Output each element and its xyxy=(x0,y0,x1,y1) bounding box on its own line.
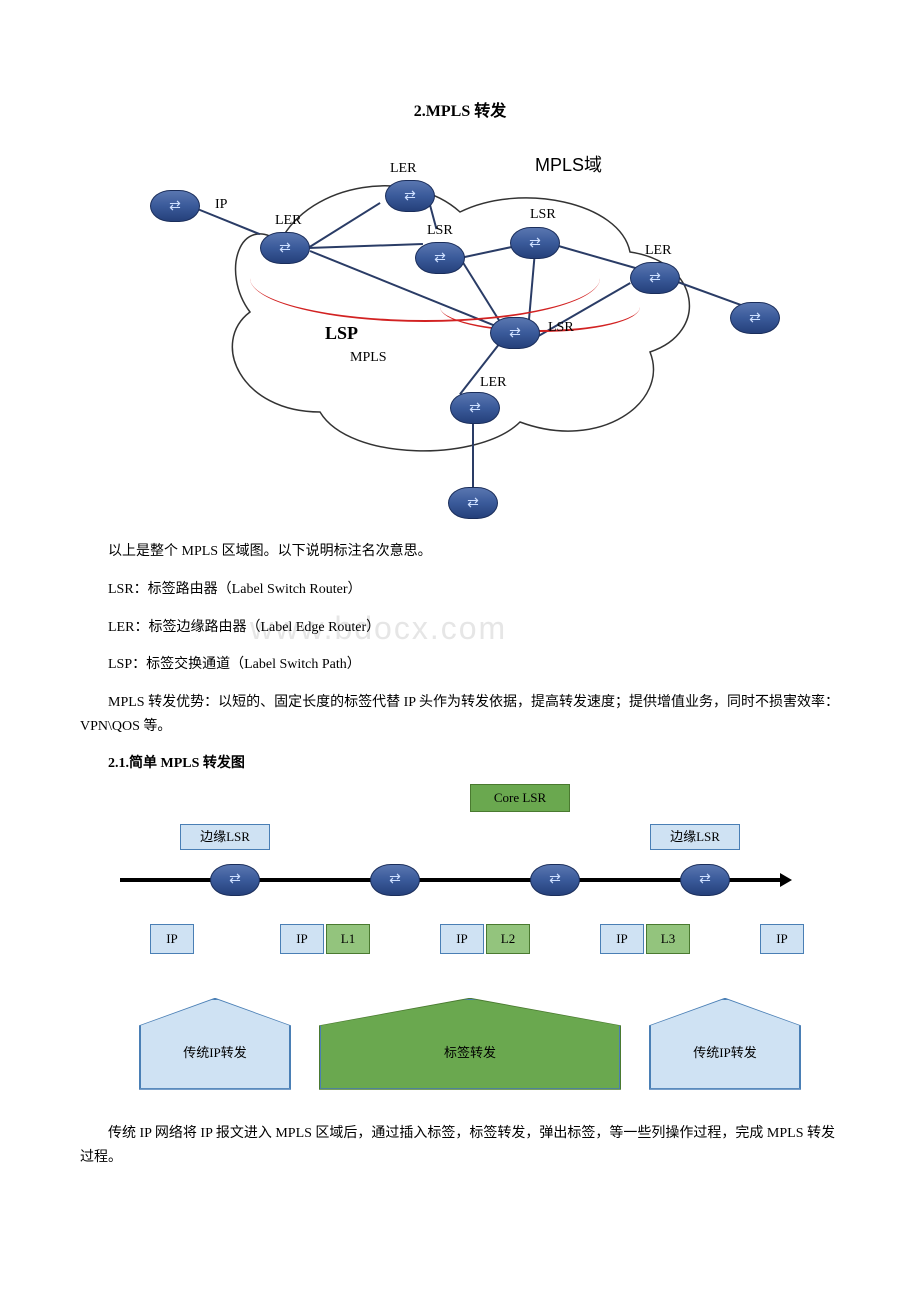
diagram-label: LSP xyxy=(325,320,358,347)
pentagon-traditional-right: 传统IP转发 xyxy=(650,999,800,1089)
label-box: L3 xyxy=(646,924,690,954)
diagram-label: MPLS xyxy=(350,347,387,368)
diagram-label: LER xyxy=(480,372,506,393)
pentagon-traditional-left: 传统IP转发 xyxy=(140,999,290,1089)
diagram-label: LER xyxy=(645,240,671,261)
label-box: L1 xyxy=(326,924,370,954)
edge-lsr-left-label: 边缘LSR xyxy=(180,824,270,850)
router-icon xyxy=(385,180,435,212)
diagram-label: LER xyxy=(275,210,301,231)
mpls-domain-diagram: IP LER LER LSR LSR LER LSR LER LSPMPLS MPLS域 xyxy=(140,142,760,522)
router-icon xyxy=(730,302,780,334)
paragraph-lsr: LSR：标签路由器（Label Switch Router） xyxy=(80,578,840,602)
ip-box: IP xyxy=(280,924,324,954)
router-icon xyxy=(260,232,310,264)
paragraph-intro: 以上是整个 MPLS 区域图。以下说明标注名次意思。 xyxy=(80,540,840,564)
edge-lsr-right-label: 边缘LSR xyxy=(650,824,740,850)
router-icon xyxy=(210,864,260,896)
router-icon xyxy=(370,864,420,896)
core-lsr-label: Core LSR xyxy=(470,784,570,812)
router-icon xyxy=(490,317,540,349)
ip-box: IP xyxy=(600,924,644,954)
diagram-label: IP xyxy=(215,194,227,215)
paragraph-lsp: LSP：标签交换通道（Label Switch Path） xyxy=(80,653,840,677)
diagram-label: MPLS域 xyxy=(535,152,602,179)
router-icon xyxy=(530,864,580,896)
router-icon xyxy=(630,262,680,294)
flow-arrow-head xyxy=(780,873,792,887)
diagram-label: LSR xyxy=(427,220,453,241)
page-title: 2.MPLS 转发 xyxy=(80,100,840,124)
diagram-label: LSR xyxy=(548,317,574,338)
paragraph-ler: LER：标签边缘路由器（Label Edge Router） xyxy=(80,616,840,640)
link-line xyxy=(472,421,474,496)
diagram-label: LSR xyxy=(530,204,556,225)
router-icon xyxy=(680,864,730,896)
ip-box: IP xyxy=(150,924,194,954)
ip-box: IP xyxy=(760,924,804,954)
router-icon xyxy=(450,392,500,424)
router-icon xyxy=(510,227,560,259)
router-icon xyxy=(415,242,465,274)
label-box: L2 xyxy=(486,924,530,954)
ip-box: IP xyxy=(440,924,484,954)
router-icon xyxy=(150,190,200,222)
diagram-label: LER xyxy=(390,158,416,179)
router-icon xyxy=(448,487,498,519)
mpls-forward-diagram: Core LSR 边缘LSR 边缘LSR IPIPL1IPL2IPL3IP 传统… xyxy=(120,784,820,1104)
subtitle-2-1: 2.1.简单 MPLS 转发图 xyxy=(80,753,840,774)
paragraph-advantage: MPLS 转发优势：以短的、固定长度的标签代替 IP 头作为转发依据，提高转发速… xyxy=(80,691,840,739)
pentagon-label-forward: 标签转发 xyxy=(320,999,620,1089)
paragraph-bottom: 传统 IP 网络将 IP 报文进入 MPLS 区域后，通过插入标签，标签转发，弹… xyxy=(80,1122,840,1170)
lsp-path xyxy=(440,282,640,332)
